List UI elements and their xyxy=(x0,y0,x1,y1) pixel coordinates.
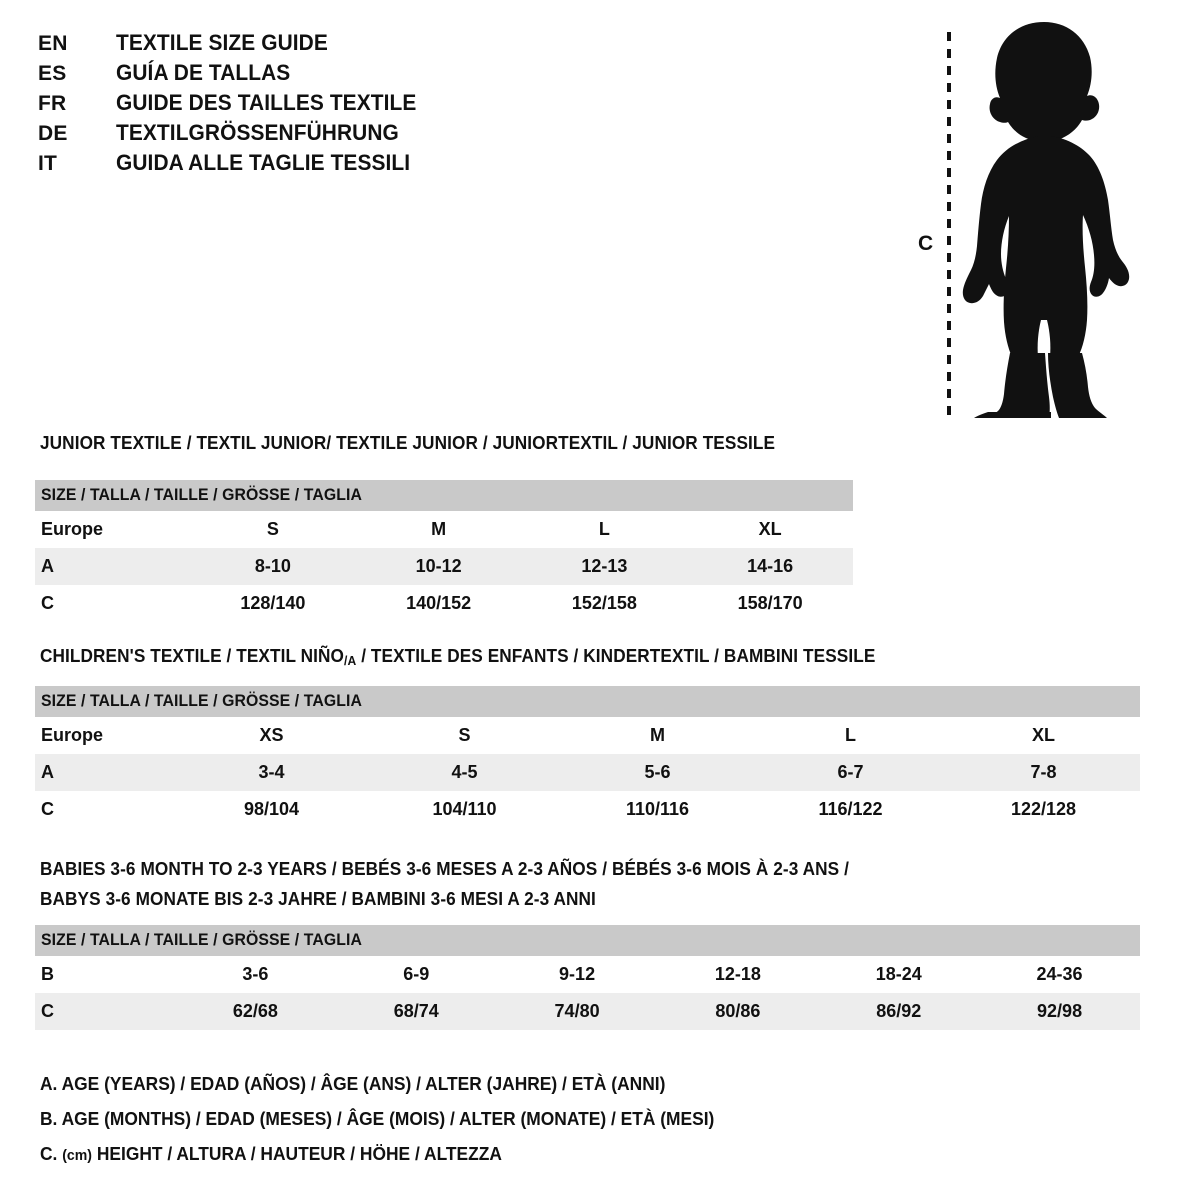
language-code-en: EN xyxy=(38,32,68,55)
table-row: C 62/68 68/74 74/80 80/86 86/92 92/98 xyxy=(35,993,1140,1030)
legend-line-c-unit: (cm) xyxy=(62,1147,92,1164)
language-code-de: DE xyxy=(38,122,68,145)
language-code-fr: FR xyxy=(38,92,67,115)
row-label-europe: Europe xyxy=(41,519,104,539)
table-junior-size-bar-text: SIZE / TALLA / TAILLE / GRÖSSE / TAGLIA xyxy=(41,485,362,504)
cell-size-s: S xyxy=(458,725,471,745)
language-title-es: GUÍA DE TALLAS xyxy=(116,60,291,85)
cell-size-xs: XS xyxy=(259,725,284,745)
cell-height-l: 152/158 xyxy=(571,593,637,613)
cell-size-l: L xyxy=(598,519,610,539)
row-label-a: A xyxy=(41,556,54,576)
cell-height-xs: 98/104 xyxy=(243,799,300,819)
cell-months-2: 6-9 xyxy=(403,964,430,984)
cell-height-l: 116/122 xyxy=(818,799,883,819)
cell-months-1: 3-6 xyxy=(242,964,269,984)
section-heading-children-post: / TEXTILE DES ENFANTS / KINDERTEXTIL / B… xyxy=(356,645,876,666)
table-babies-size-bar-text: SIZE / TALLA / TAILLE / GRÖSSE / TAGLIA xyxy=(41,930,362,949)
language-row-it: IT GUIDA ALLE TAGLIE TESSILI xyxy=(38,150,858,180)
cell-height-xl: 122/128 xyxy=(1010,799,1077,819)
cell-months-4: 12-18 xyxy=(714,964,761,984)
row-label-c: C xyxy=(41,799,54,819)
language-code-es: ES xyxy=(38,62,67,85)
cell-size-m: M xyxy=(431,519,447,539)
cell-size-l: L xyxy=(845,725,856,745)
cell-age-l: 12-13 xyxy=(581,556,628,576)
cell-age-xs: 3-4 xyxy=(258,762,285,782)
cell-months-5: 18-24 xyxy=(875,964,922,984)
section-heading-children-sub: /A xyxy=(344,653,357,668)
cell-height-m: 140/152 xyxy=(406,593,472,613)
row-label-b: B xyxy=(41,964,54,984)
cell-height-3: 74/80 xyxy=(554,1001,600,1021)
cell-height-2: 68/74 xyxy=(393,1001,439,1021)
language-row-de: DE TEXTILGRÖSSENFÜHRUNG xyxy=(38,120,858,150)
cell-height-m: 110/116 xyxy=(625,799,690,819)
language-title-de: TEXTILGRÖSSENFÜHRUNG xyxy=(116,120,399,145)
language-row-fr: FR GUIDE DES TAILLES TEXTILE xyxy=(38,90,858,120)
cell-age-s: 8-10 xyxy=(254,556,291,576)
section-heading-junior: JUNIOR TEXTILE / TEXTIL JUNIOR/ TEXTILE … xyxy=(40,432,776,453)
table-row: C 128/140 140/152 152/158 158/170 xyxy=(35,585,853,622)
cell-age-m: 5-6 xyxy=(644,762,671,782)
cell-height-s: 128/140 xyxy=(240,593,306,613)
table-row: C 98/104 104/110 110/116 116/122 122/128 xyxy=(35,791,1140,828)
language-title-list: EN TEXTILE SIZE GUIDE ES GUÍA DE TALLAS … xyxy=(38,30,858,180)
height-measure-label: C xyxy=(918,232,934,255)
table-junior: SIZE / TALLA / TAILLE / GRÖSSE / TAGLIA … xyxy=(35,480,853,622)
table-row: B 3-6 6-9 9-12 12-18 18-24 24-36 xyxy=(35,956,1140,993)
table-babies: SIZE / TALLA / TAILLE / GRÖSSE / TAGLIA … xyxy=(35,925,1140,1030)
table-junior-size-bar: SIZE / TALLA / TAILLE / GRÖSSE / TAGLIA xyxy=(35,480,853,511)
legend-line-a: A. AGE (YEARS) / EDAD (AÑOS) / ÂGE (ANS)… xyxy=(40,1073,666,1094)
table-row: Europe S M L XL xyxy=(35,511,853,548)
cell-size-m: M xyxy=(650,725,665,745)
table-children-size-bar-text: SIZE / TALLA / TAILLE / GRÖSSE / TAGLIA xyxy=(41,691,362,710)
cell-months-3: 9-12 xyxy=(559,964,596,984)
child-silhouette-icon xyxy=(962,22,1130,418)
cell-age-l: 6-7 xyxy=(837,762,864,782)
language-code-it: IT xyxy=(38,152,58,175)
table-row: A 8-10 10-12 12-13 14-16 xyxy=(35,548,853,585)
row-label-europe: Europe xyxy=(41,725,104,745)
section-heading-babies-line1: BABIES 3-6 MONTH TO 2-3 YEARS / BEBÉS 3-… xyxy=(40,858,849,879)
language-title-it: GUIDA ALLE TAGLIE TESSILI xyxy=(116,150,411,175)
table-row: A 3-4 4-5 5-6 6-7 7-8 xyxy=(35,754,1140,791)
cell-months-6: 24-36 xyxy=(1036,964,1083,984)
row-label-c: C xyxy=(41,593,54,613)
cell-height-4: 80/86 xyxy=(715,1001,761,1021)
table-children: SIZE / TALLA / TAILLE / GRÖSSE / TAGLIA … xyxy=(35,686,1140,828)
legend-line-c-pre: C. xyxy=(40,1143,63,1164)
cell-size-xl: XL xyxy=(1031,725,1055,745)
table-children-size-bar: SIZE / TALLA / TAILLE / GRÖSSE / TAGLIA xyxy=(35,686,1140,717)
cell-age-m: 10-12 xyxy=(415,556,462,576)
cell-size-xl: XL xyxy=(758,519,782,539)
cell-height-6: 92/98 xyxy=(1037,1001,1083,1021)
cell-age-xl: 14-16 xyxy=(747,556,794,576)
table-babies-size-bar: SIZE / TALLA / TAILLE / GRÖSSE / TAGLIA xyxy=(35,925,1140,956)
language-row-en: EN TEXTILE SIZE GUIDE xyxy=(38,30,858,60)
legend-line-c-post: HEIGHT / ALTURA / HAUTEUR / HÖHE / ALTEZ… xyxy=(91,1143,502,1164)
legend-block: A. AGE (YEARS) / EDAD (AÑOS) / ÂGE (ANS)… xyxy=(40,1066,1040,1173)
height-measure-figure: C xyxy=(900,14,1150,424)
language-row-es: ES GUÍA DE TALLAS xyxy=(38,60,858,90)
cell-age-s: 4-5 xyxy=(451,762,478,782)
cell-height-5: 86/92 xyxy=(876,1001,922,1021)
cell-age-xl: 7-8 xyxy=(1030,762,1057,782)
table-row: Europe XS S M L XL xyxy=(35,717,1140,754)
legend-line-c: C. (cm) HEIGHT / ALTURA / HAUTEUR / HÖHE… xyxy=(40,1136,980,1173)
section-heading-children: CHILDREN'S TEXTILE / TEXTIL NIÑO/A / TEX… xyxy=(40,645,875,668)
cell-height-s: 104/110 xyxy=(432,799,497,819)
legend-line-b: B. AGE (MONTHS) / EDAD (MESES) / ÂGE (MO… xyxy=(40,1108,715,1129)
section-heading-babies-line2: BABYS 3-6 MONATE BIS 2-3 JAHRE / BAMBINI… xyxy=(40,888,596,909)
section-heading-children-pre: CHILDREN'S TEXTILE / TEXTIL NIÑO xyxy=(40,645,345,666)
cell-height-xl: 158/170 xyxy=(737,593,803,613)
language-title-fr: GUIDE DES TAILLES TEXTILE xyxy=(116,90,417,115)
cell-height-1: 62/68 xyxy=(232,1001,278,1021)
dashed-height-line xyxy=(947,32,951,422)
cell-size-s: S xyxy=(266,519,279,539)
language-title-en: TEXTILE SIZE GUIDE xyxy=(116,30,328,55)
row-label-c: C xyxy=(41,1001,54,1021)
row-label-a: A xyxy=(41,762,54,782)
